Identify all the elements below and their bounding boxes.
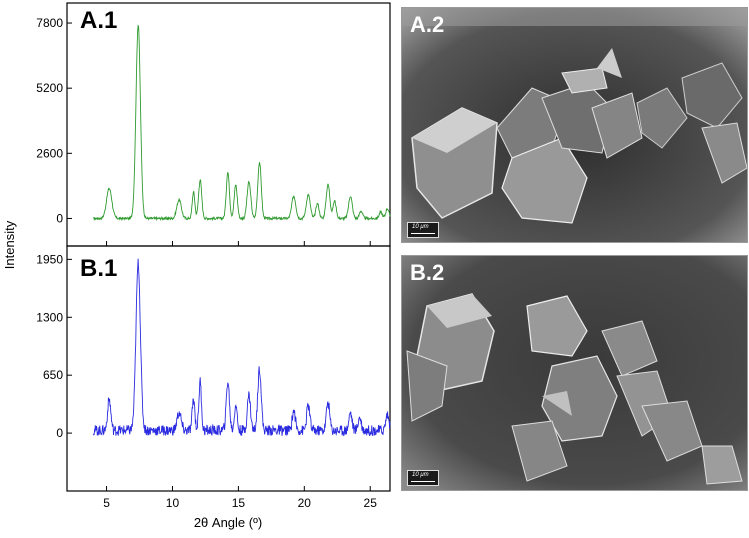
chart-b1-ytick-label: 650 xyxy=(43,368,63,382)
chart-b1-series-line xyxy=(92,258,391,437)
chart-b1-title: B.1 xyxy=(80,255,117,282)
chart-b1: B.1 0 650 1300 1950 5 10 15 20 25 xyxy=(36,245,391,510)
chart-a1-ytick-label: 2600 xyxy=(36,146,63,160)
chart-b1-marks: 0 650 1300 1950 5 10 15 20 25 xyxy=(36,252,391,510)
sem-image-a2-picture xyxy=(402,8,747,242)
sem-image-b2-scalebar: 10 μm xyxy=(407,470,439,486)
chart-a1-frame xyxy=(66,2,391,247)
chart-b1-xtick-label: 10 xyxy=(166,496,180,510)
chart-a1-title: A.1 xyxy=(80,7,117,34)
sem-image-a2-label: A.2 xyxy=(410,12,445,37)
chart-a1: A.1 0 2600 5200 7800 xyxy=(36,2,391,247)
chart-b1-xtick-label: 25 xyxy=(364,496,378,510)
sem-image-b2: B.2 10 μm xyxy=(401,255,748,491)
sem-image-a2-scalebar: 10 μm xyxy=(407,222,439,238)
x-axis-title: 2θ Angle (º) xyxy=(194,515,262,530)
chart-a1-marks: 0 2600 5200 7800 xyxy=(36,16,391,246)
xrd-figure: A.1 0 2600 5200 7800 B.1 0 650 1300 1950 5 10 15 2… xyxy=(2,2,391,530)
sem-image-b2-scale-text: 10 μm xyxy=(412,472,429,478)
chart-a1-series-line xyxy=(93,25,391,222)
chart-b1-xtick-label: 20 xyxy=(298,496,312,510)
chart-a1-ytick-label: 5200 xyxy=(36,81,63,95)
sem-image-a2-scale-text: 10 μm xyxy=(412,224,429,230)
chart-b1-ytick-label: 0 xyxy=(56,426,63,440)
sem-image-b2-label: B.2 xyxy=(410,260,445,285)
chart-b1-xtick-label: 5 xyxy=(103,496,110,510)
chart-b1-ytick-label: 1950 xyxy=(36,252,63,266)
chart-b1-ytick-label: 1300 xyxy=(36,310,63,324)
chart-a1-ytick-label: 0 xyxy=(56,211,63,225)
chart-a1-ytick-label: 7800 xyxy=(36,16,63,30)
chart-b1-xtick-label: 15 xyxy=(232,496,246,510)
y-axis-title: Intensity xyxy=(2,220,17,269)
sem-image-b2-picture xyxy=(402,256,747,490)
sem-image-a2: A.2 10 μm xyxy=(401,7,748,243)
chart-b1-frame xyxy=(66,245,391,492)
